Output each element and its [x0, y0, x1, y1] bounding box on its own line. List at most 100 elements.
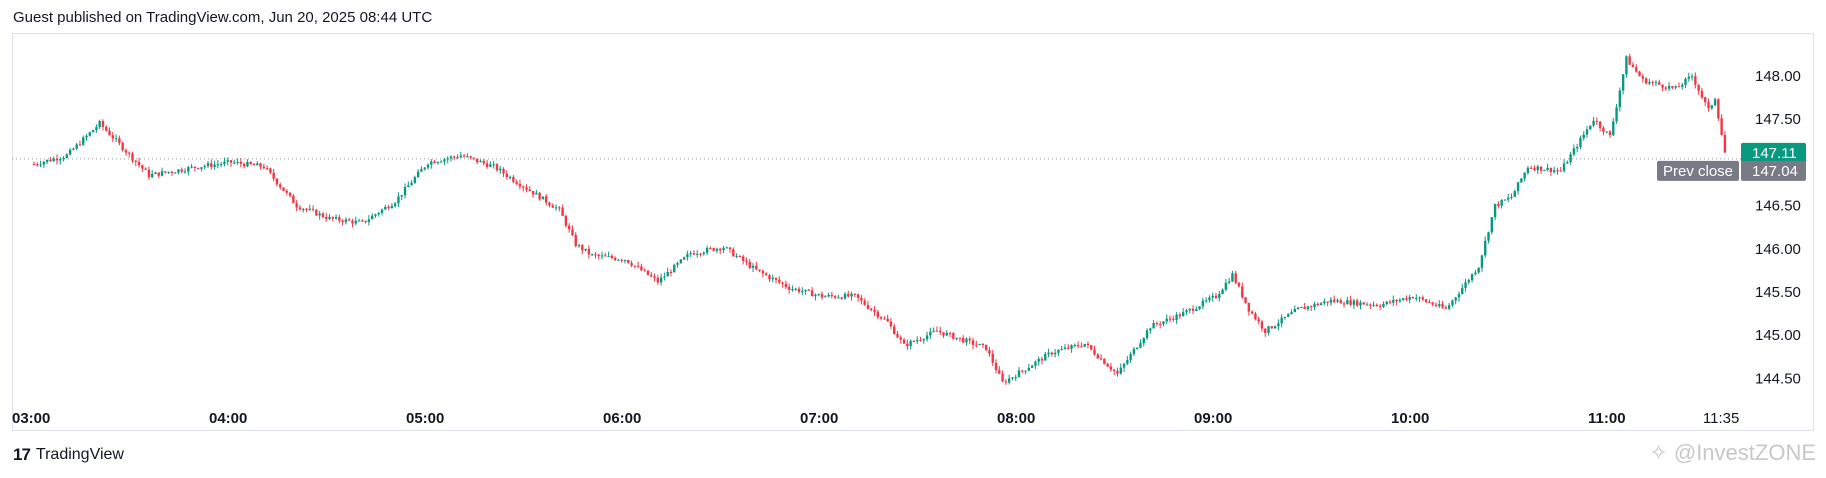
candle [1126, 355, 1129, 366]
candle-body [1543, 170, 1546, 172]
candle [1090, 344, 1093, 351]
candle [1004, 378, 1008, 385]
candle-body [1090, 345, 1093, 350]
candle [912, 339, 916, 343]
candle-body [715, 248, 719, 251]
candle-body [1224, 282, 1228, 290]
candle-body [141, 165, 144, 169]
candle-body [778, 279, 781, 283]
candle-body [370, 215, 374, 220]
candle [1444, 305, 1448, 310]
candle [338, 214, 341, 224]
candle-body [157, 172, 160, 176]
candle-body [1201, 300, 1205, 307]
candle [505, 170, 508, 180]
candle-body [797, 288, 801, 292]
candle [1490, 217, 1493, 235]
candle [226, 157, 229, 166]
candle [308, 204, 311, 212]
watermark-icon: ✧ [1649, 440, 1668, 465]
candle [663, 272, 666, 281]
candle [1106, 362, 1109, 367]
candle [380, 208, 384, 216]
candle [1214, 292, 1218, 300]
candle-body [1552, 170, 1556, 173]
candle [252, 162, 256, 166]
candle [1244, 297, 1247, 304]
candle-body [784, 283, 788, 288]
candle-body [659, 277, 663, 283]
candle-body [817, 294, 820, 296]
candle [1076, 341, 1080, 349]
candle [249, 161, 252, 165]
candle [167, 171, 170, 174]
candle-body [1539, 166, 1543, 171]
tradingview-logo[interactable]: 17 TradingView [13, 445, 124, 465]
candle-body [1011, 377, 1014, 379]
candle-body [1434, 304, 1438, 306]
candle-body [1644, 78, 1648, 84]
candle-body [492, 164, 495, 166]
candle [742, 254, 745, 265]
candle-body [810, 290, 814, 297]
candle-body [1497, 203, 1500, 206]
candle-body [1694, 76, 1697, 85]
candle-body [630, 263, 633, 266]
candle-body [210, 163, 213, 167]
candle-body [292, 195, 295, 204]
candle [1007, 374, 1011, 385]
candle-body [1287, 314, 1290, 317]
candle [968, 336, 971, 344]
candle [390, 203, 394, 209]
candle-body [893, 326, 896, 335]
candle-body [1034, 361, 1037, 366]
candle-body [1319, 303, 1323, 306]
candle [1592, 117, 1595, 128]
candle [1030, 364, 1034, 368]
candle [1129, 351, 1132, 364]
candle-body [321, 213, 325, 218]
candle [1254, 311, 1257, 321]
candle [797, 286, 801, 294]
candle-body [1713, 99, 1717, 106]
candle-body [479, 161, 482, 163]
candle [1720, 114, 1723, 136]
candle-body [1618, 90, 1622, 108]
candle [1441, 300, 1444, 309]
candle-body [1608, 131, 1612, 136]
candle [640, 263, 643, 271]
candle [1434, 302, 1438, 308]
candle-body [285, 190, 289, 193]
candle-body [1447, 305, 1451, 309]
candle-body [1500, 199, 1503, 206]
candle [571, 225, 574, 237]
candle [751, 263, 755, 272]
candle [1024, 370, 1027, 375]
candle-body [745, 260, 748, 263]
candle [764, 272, 768, 276]
candle-body [118, 138, 121, 143]
candle-body [1313, 303, 1316, 307]
candle [722, 246, 725, 254]
candle [1457, 291, 1461, 302]
candle-body [531, 190, 535, 195]
candle [1651, 80, 1654, 86]
candle [397, 192, 400, 208]
candle-body [587, 248, 591, 255]
candle [233, 159, 236, 165]
candle-body [302, 208, 305, 210]
candle-body [1030, 365, 1034, 368]
candle [420, 166, 423, 172]
candle [423, 167, 426, 171]
candle [1346, 296, 1349, 305]
candle [1145, 328, 1149, 341]
candle [1231, 270, 1234, 283]
candle [1296, 306, 1300, 310]
candle [65, 153, 69, 159]
candle-body [1372, 304, 1375, 306]
candle [147, 166, 151, 181]
candle-body [873, 310, 876, 312]
candle [761, 269, 765, 278]
candle-body [288, 192, 292, 196]
